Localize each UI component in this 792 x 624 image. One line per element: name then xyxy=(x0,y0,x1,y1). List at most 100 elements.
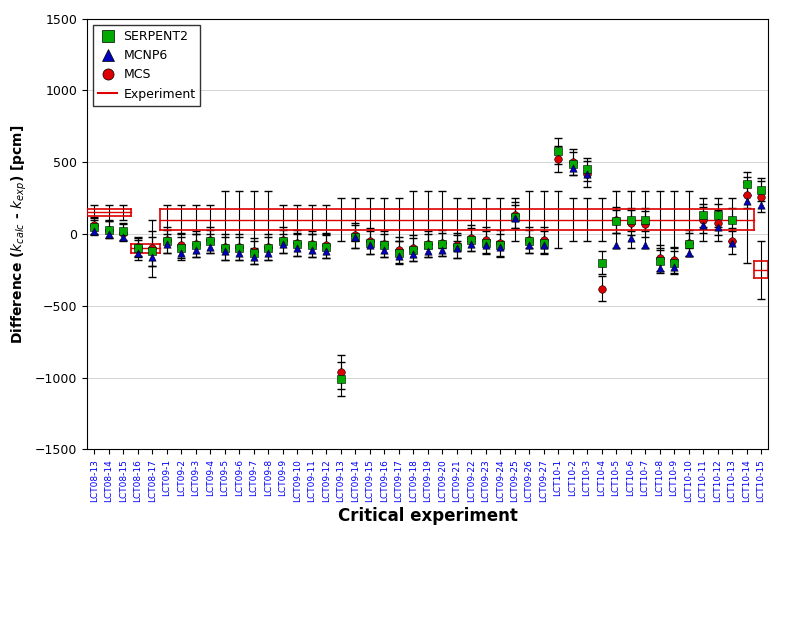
Point xyxy=(349,230,362,240)
Point xyxy=(638,219,651,229)
Point xyxy=(349,232,362,242)
Point xyxy=(451,243,463,253)
Point xyxy=(465,239,478,249)
Point xyxy=(88,226,101,236)
Point xyxy=(537,240,550,250)
Point xyxy=(291,239,303,249)
Point xyxy=(581,168,593,178)
Point xyxy=(638,240,651,250)
Point xyxy=(161,235,173,245)
Point xyxy=(421,240,434,250)
Point xyxy=(508,213,521,223)
Point xyxy=(146,246,158,256)
Point xyxy=(407,245,420,255)
Point xyxy=(306,245,318,255)
Point xyxy=(291,243,303,253)
Point xyxy=(219,246,231,256)
Point xyxy=(364,238,376,248)
Point xyxy=(320,242,333,252)
Point xyxy=(262,243,275,253)
Y-axis label: Difference ($k_{calc}$ - $k_{exp}$) [pcm]: Difference ($k_{calc}$ - $k_{exp}$) [pcm… xyxy=(10,124,29,344)
Point xyxy=(204,242,217,252)
Point xyxy=(697,220,710,230)
Point xyxy=(407,243,420,253)
Point xyxy=(276,235,289,245)
Point xyxy=(131,243,144,253)
Point xyxy=(566,157,579,167)
Point xyxy=(131,248,144,258)
Point xyxy=(755,200,767,210)
Point xyxy=(581,165,593,175)
Point xyxy=(725,238,738,248)
Point xyxy=(741,196,753,206)
Point xyxy=(581,168,593,178)
Point xyxy=(697,210,710,220)
Point xyxy=(204,235,217,245)
Point xyxy=(493,240,506,250)
Point xyxy=(146,252,158,262)
Point xyxy=(610,216,623,226)
Point xyxy=(523,240,535,250)
Point xyxy=(436,238,448,248)
Point xyxy=(596,258,608,268)
Point xyxy=(102,225,115,235)
Point xyxy=(247,248,260,258)
Point xyxy=(88,220,101,230)
Point xyxy=(262,248,275,258)
Point xyxy=(711,222,724,232)
Point xyxy=(175,243,188,253)
Point xyxy=(247,246,260,256)
Point xyxy=(682,239,695,249)
Point xyxy=(668,255,680,265)
Point xyxy=(755,192,767,202)
Point xyxy=(610,240,623,250)
Point xyxy=(392,245,405,255)
Point xyxy=(624,218,637,228)
Point xyxy=(334,367,347,377)
Point xyxy=(291,238,303,248)
Point xyxy=(378,240,390,250)
Point xyxy=(451,242,463,252)
Point xyxy=(436,245,448,255)
Point xyxy=(131,242,144,252)
Point xyxy=(755,185,767,195)
Point xyxy=(189,240,202,250)
Point xyxy=(552,146,565,156)
Point xyxy=(349,232,362,242)
Point xyxy=(537,235,550,245)
Point xyxy=(219,242,231,252)
Point xyxy=(523,235,535,245)
Point xyxy=(276,236,289,246)
Point xyxy=(493,242,506,252)
Point xyxy=(596,283,608,293)
Point xyxy=(219,243,231,253)
Point xyxy=(334,374,347,384)
Point xyxy=(465,235,478,245)
Point xyxy=(668,258,680,268)
Point xyxy=(552,154,565,164)
Point xyxy=(88,222,101,232)
Point xyxy=(508,210,521,220)
Point xyxy=(653,253,666,263)
Point xyxy=(233,248,246,258)
Point xyxy=(320,240,333,250)
Point xyxy=(117,228,130,238)
Point xyxy=(725,215,738,225)
Point xyxy=(479,238,492,248)
Point xyxy=(624,233,637,243)
Point xyxy=(653,256,666,266)
Point xyxy=(117,232,130,242)
Point xyxy=(146,243,158,253)
Point xyxy=(175,240,188,250)
Point xyxy=(682,248,695,258)
Legend: SERPENT2, MCNP6, MCS, Experiment: SERPENT2, MCNP6, MCS, Experiment xyxy=(93,25,200,105)
X-axis label: Critical experiment: Critical experiment xyxy=(337,507,518,525)
Point xyxy=(465,233,478,243)
Point xyxy=(523,236,535,246)
Point xyxy=(276,239,289,249)
Point xyxy=(175,248,188,258)
Point xyxy=(392,251,405,261)
Point xyxy=(189,239,202,249)
Point xyxy=(741,190,753,200)
Point xyxy=(421,246,434,256)
